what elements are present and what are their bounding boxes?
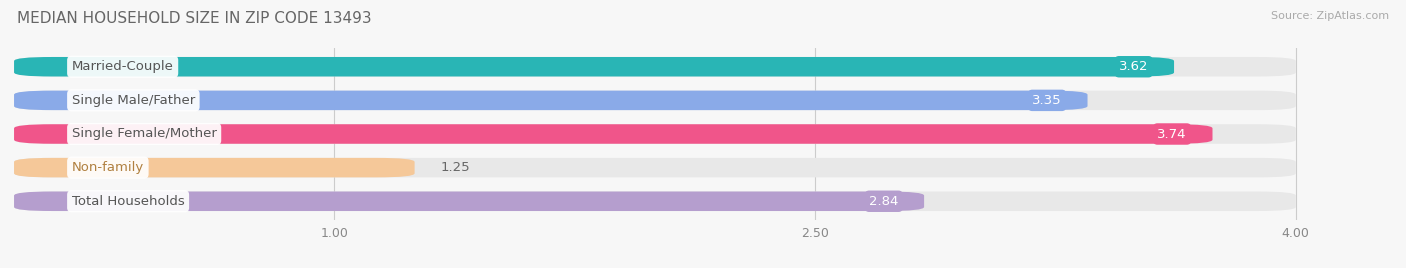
FancyBboxPatch shape xyxy=(14,124,1212,144)
Text: 3.74: 3.74 xyxy=(1157,128,1187,140)
Text: Non-family: Non-family xyxy=(72,161,143,174)
Text: 1.25: 1.25 xyxy=(440,161,470,174)
Text: Single Male/Father: Single Male/Father xyxy=(72,94,195,107)
FancyBboxPatch shape xyxy=(14,91,1087,110)
Text: 3.62: 3.62 xyxy=(1119,60,1149,73)
FancyBboxPatch shape xyxy=(14,124,1296,144)
FancyBboxPatch shape xyxy=(14,57,1174,76)
FancyBboxPatch shape xyxy=(14,158,415,177)
FancyBboxPatch shape xyxy=(14,158,1296,177)
Text: 2.84: 2.84 xyxy=(869,195,898,208)
Text: MEDIAN HOUSEHOLD SIZE IN ZIP CODE 13493: MEDIAN HOUSEHOLD SIZE IN ZIP CODE 13493 xyxy=(17,11,371,26)
Text: Married-Couple: Married-Couple xyxy=(72,60,173,73)
Text: Single Female/Mother: Single Female/Mother xyxy=(72,128,217,140)
FancyBboxPatch shape xyxy=(14,192,924,211)
FancyBboxPatch shape xyxy=(14,57,1296,76)
Text: Total Households: Total Households xyxy=(72,195,184,208)
FancyBboxPatch shape xyxy=(14,192,1296,211)
FancyBboxPatch shape xyxy=(14,91,1296,110)
Text: Source: ZipAtlas.com: Source: ZipAtlas.com xyxy=(1271,11,1389,21)
Text: 3.35: 3.35 xyxy=(1032,94,1062,107)
